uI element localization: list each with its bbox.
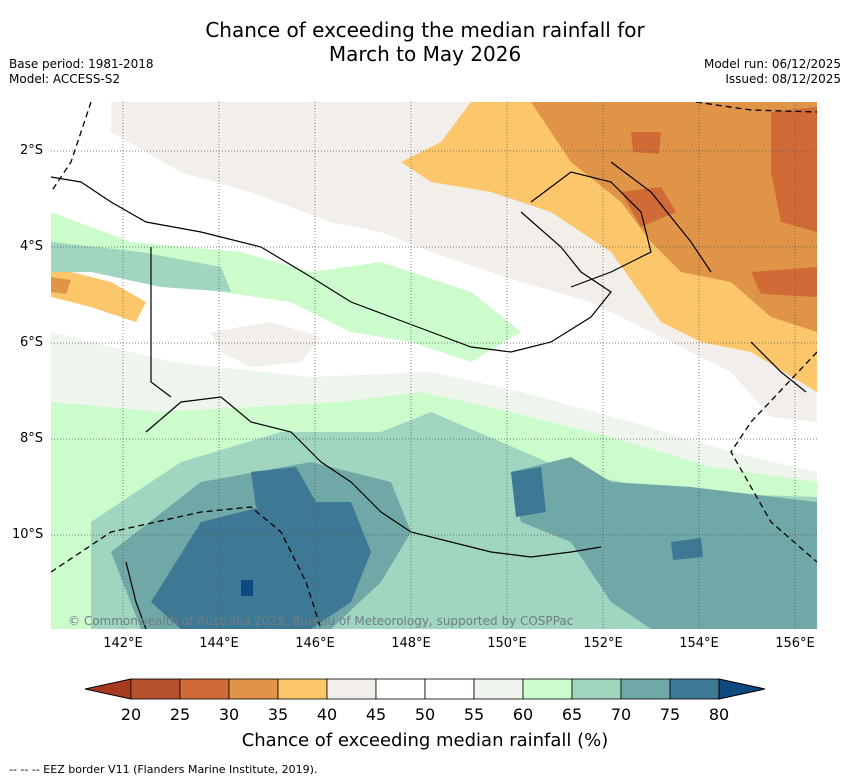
colorbar-extend-low: [85, 678, 132, 700]
colorbar-tick: 60: [512, 705, 534, 724]
colorbar-segment: [179, 678, 230, 700]
new-ireland-outline: [610, 161, 712, 273]
colorbar-tick: 65: [561, 705, 583, 724]
lon-label-148e: 148°E: [391, 636, 431, 651]
title-line-2: March to May 2026: [328, 42, 522, 66]
colorbar-segment: [424, 678, 475, 700]
lon-label-150e: 150°E: [487, 636, 527, 651]
lon-label-146e: 146°E: [295, 636, 335, 651]
colorbar-tick: 35: [267, 705, 289, 724]
band-25-30-a: [771, 107, 817, 232]
meta-left: Base period: 1981-2018 Model: ACCESS-S2: [9, 57, 154, 87]
eez-legend: -- -- -- EEZ border V11 (Flanders Marine…: [9, 763, 318, 776]
eez-border-1: [51, 506, 322, 629]
graticule: [51, 102, 817, 629]
lat-label-2s: 2°S: [20, 143, 44, 158]
band-25-30-c: [751, 267, 817, 297]
colorbar-tick: 45: [365, 705, 387, 724]
lon-label-142e: 142°E: [103, 636, 143, 651]
lat-label-4s: 4°S: [20, 239, 44, 254]
colorbar-extend-high: [718, 678, 766, 700]
band-75-80-c: [511, 467, 546, 517]
band-25-30-b: [621, 187, 676, 227]
band-30-35: [531, 102, 817, 332]
colorbar-tick: 50: [414, 705, 436, 724]
lat-label-6s: 6°S: [20, 335, 44, 350]
lat-label-10s: 10°S: [12, 527, 44, 542]
lon-label-156e: 156°E: [775, 636, 815, 651]
colorbar-segment: [375, 678, 426, 700]
coastline-png-south: [145, 396, 602, 558]
colorbar-tick: 30: [218, 705, 240, 724]
colorbar-tick: 80: [708, 705, 730, 724]
band-30-west: [51, 277, 71, 294]
colorbar-segment: [620, 678, 671, 700]
band-75-80: [151, 502, 371, 629]
band-65-70: [51, 242, 231, 292]
issued-date: Issued: 08/12/2025: [725, 72, 841, 86]
band-75-80-d: [671, 538, 703, 560]
chart-title: Chance of exceeding the median rainfall …: [0, 18, 850, 66]
band-over-80: [241, 580, 253, 596]
new-britain-outline: [530, 171, 652, 288]
lat-label-8s: 8°S: [20, 431, 44, 446]
rainfall-map: [51, 102, 817, 629]
band-60-65-north: [51, 212, 521, 362]
colorbar: [85, 678, 766, 700]
lon-label-152e: 152°E: [583, 636, 623, 651]
title-line-1: Chance of exceeding the median rainfall …: [205, 18, 645, 42]
copyright-notice: © Commonwealth of Australia 2025, Bureau…: [68, 614, 574, 628]
eez-border-2: [51, 102, 92, 193]
lon-label-144e: 144°E: [199, 636, 239, 651]
colorbar-tick: 70: [610, 705, 632, 724]
band-40-45-b: [211, 322, 321, 367]
model-name: Model: ACCESS-S2: [9, 72, 121, 86]
band-25-30-d: [631, 132, 661, 154]
eez-border-4: [695, 102, 817, 113]
colorbar-segment: [277, 678, 328, 700]
colorbar-segment: [130, 678, 181, 700]
colorbar-segment: [473, 678, 524, 700]
colorbar-segment: [326, 678, 377, 700]
colorbar-segment: [571, 678, 622, 700]
colorbar-label: Chance of exceeding median rainfall (%): [241, 730, 609, 751]
colorbar-tick: 25: [169, 705, 191, 724]
model-run: Model run: 06/12/2025: [703, 57, 841, 71]
colorbar-segment: [522, 678, 573, 700]
colorbar-tick: 40: [316, 705, 338, 724]
bougainville-outline: [750, 341, 807, 393]
meta-right: Model run: 06/12/2025 Issued: 08/12/2025: [704, 57, 841, 87]
colorbar-tick: 20: [120, 705, 142, 724]
map-canvas: [51, 102, 817, 629]
lon-label-154e: 154°E: [679, 636, 719, 651]
band-75-80-b: [251, 467, 316, 522]
band-35-west: [51, 267, 146, 322]
base-period: Base period: 1981-2018: [9, 57, 154, 71]
colorbar-tick: 75: [659, 705, 681, 724]
cape-york-outline: [125, 561, 147, 629]
band-70-75-east: [511, 457, 817, 629]
colorbar-segment: [228, 678, 279, 700]
border-png-indonesia: [150, 247, 172, 398]
colorbar-tick: 55: [463, 705, 485, 724]
colorbar-segment: [669, 678, 720, 700]
